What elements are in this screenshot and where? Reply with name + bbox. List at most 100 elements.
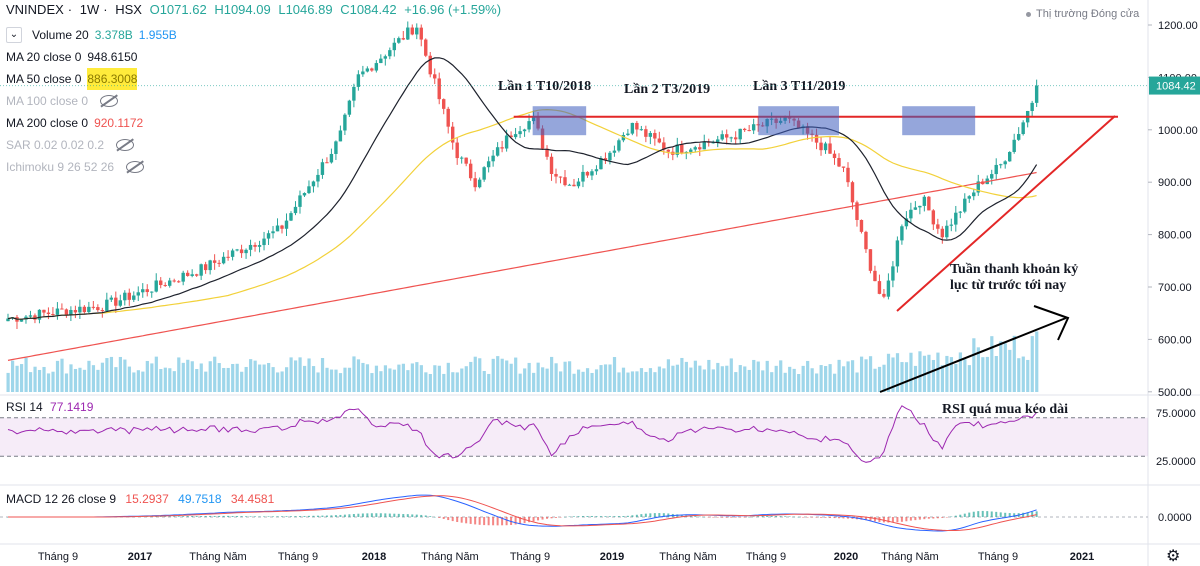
candle-body <box>698 147 702 150</box>
candle-body <box>374 63 379 71</box>
volume-bar <box>999 341 1003 392</box>
volume-bar <box>662 368 666 392</box>
rsi-legend[interactable]: RSI 14 77.1419 <box>6 400 94 414</box>
volume-bar <box>756 361 760 392</box>
macd-histogram-bar <box>1004 512 1007 517</box>
macd-histogram-bar <box>563 516 566 518</box>
volume-bar <box>680 357 684 392</box>
candle-body <box>518 131 522 135</box>
volume-bar <box>810 368 814 392</box>
macd-histogram-bar <box>469 517 472 524</box>
candle-body <box>859 219 864 232</box>
legend-ma200[interactable]: MA 200 close 0 920.1172 <box>6 116 144 130</box>
volume-bar <box>64 373 69 392</box>
volume-bar <box>325 367 329 392</box>
volume-bar <box>141 371 145 392</box>
time-tick-label: Tháng Năm <box>421 551 478 563</box>
candle-body <box>630 122 635 134</box>
macd-histogram-bar <box>653 513 656 517</box>
candle-body <box>329 153 334 163</box>
volume-bar <box>356 359 361 392</box>
candle-body <box>415 27 419 35</box>
volume-bar <box>343 367 347 392</box>
candle-body <box>666 149 671 152</box>
volume-bar <box>797 373 801 392</box>
candle-body <box>509 135 513 138</box>
macd-histogram-bar <box>204 515 207 517</box>
volume-bar <box>55 360 60 392</box>
candle-body <box>132 295 136 300</box>
legend-ma100[interactable]: MA 100 close 0 <box>6 90 177 112</box>
volume-bar <box>132 372 136 392</box>
volume-bar <box>841 366 846 392</box>
macd-histogram-bar <box>990 511 993 517</box>
candle-body <box>527 121 531 130</box>
macd-histogram-bar <box>842 517 845 519</box>
chevron-down-icon[interactable]: ⌄ <box>6 27 22 43</box>
candle-body <box>199 264 203 276</box>
macd-histogram-bar <box>375 513 378 517</box>
volume-bar <box>801 365 805 392</box>
macd-histogram-bar <box>303 515 306 517</box>
candle-body <box>486 161 491 168</box>
candle-body <box>208 260 212 271</box>
candle-body <box>626 133 630 135</box>
volume-bar <box>231 363 235 392</box>
volume-bar <box>464 366 468 392</box>
volume-bar <box>523 368 527 392</box>
volume-bar <box>388 368 392 392</box>
macd-histogram-bar <box>348 514 351 517</box>
symbol-name[interactable]: VNINDEX <box>6 2 64 17</box>
macd-histogram-bar <box>829 517 832 518</box>
volume-bar <box>15 365 19 392</box>
price-tick-label: 500.00 <box>1158 387 1192 399</box>
candle-body <box>648 133 653 137</box>
candle-body <box>873 270 877 282</box>
macd-histogram-bar <box>384 513 387 517</box>
volume-bar <box>931 359 936 392</box>
volume-bar <box>374 365 379 392</box>
macd-histogram-bar <box>1035 511 1038 517</box>
volume-bar <box>936 352 940 392</box>
legend-ma20[interactable]: MA 20 close 0 948.6150 <box>6 50 138 64</box>
candle-body <box>464 157 468 164</box>
volume-bar <box>590 372 594 392</box>
legend-ichimoku[interactable]: Ichimoku 9 26 52 26 <box>6 156 177 178</box>
macd-histogram-bar <box>586 516 589 517</box>
macd-legend[interactable]: MACD 12 26 close 9 15.2937 49.7518 34.45… <box>6 492 275 506</box>
volume-bar <box>855 372 859 392</box>
candle-body <box>689 149 693 152</box>
candle-body <box>28 315 33 317</box>
rsi-band <box>0 417 1148 457</box>
volume-bar <box>334 369 338 392</box>
legend-sar[interactable]: SAR 0.02 0.02 0.2 <box>6 134 177 156</box>
hidden-eye-icon[interactable] <box>116 139 135 151</box>
hidden-eye-icon[interactable] <box>126 161 145 173</box>
macd-histogram-bar <box>869 517 872 521</box>
macd-histogram-bar <box>1022 512 1025 517</box>
macd-histogram-bar <box>1008 513 1011 517</box>
hidden-eye-icon[interactable] <box>100 95 119 107</box>
legend-ma50[interactable]: MA 50 close 0 886.3008 <box>6 68 177 90</box>
macd-histogram-bar <box>496 517 499 526</box>
time-tick-label: Tháng 9 <box>746 551 786 563</box>
macd-histogram-bar <box>577 516 580 517</box>
legend-volume[interactable]: ⌄ Volume 20 3.378B 1.955B <box>6 24 177 46</box>
macd-histogram-bar <box>289 516 292 517</box>
candle-body <box>886 280 891 297</box>
macd-histogram-bar <box>474 517 477 525</box>
candle-body <box>1030 102 1034 111</box>
macd-histogram-bar <box>986 511 989 517</box>
volume-bar <box>365 364 370 392</box>
settings-gear-icon[interactable]: ⚙ <box>1166 548 1181 565</box>
candle-body <box>388 50 392 57</box>
volume-bar <box>100 362 105 392</box>
volume-bar <box>886 353 891 392</box>
interval-label[interactable]: 1W <box>79 2 100 17</box>
macd-histogram-bar <box>811 517 814 518</box>
volume-bar <box>60 358 64 392</box>
macd-histogram-bar <box>406 514 409 517</box>
volume-bar <box>51 371 55 392</box>
volume-bar <box>240 371 244 392</box>
